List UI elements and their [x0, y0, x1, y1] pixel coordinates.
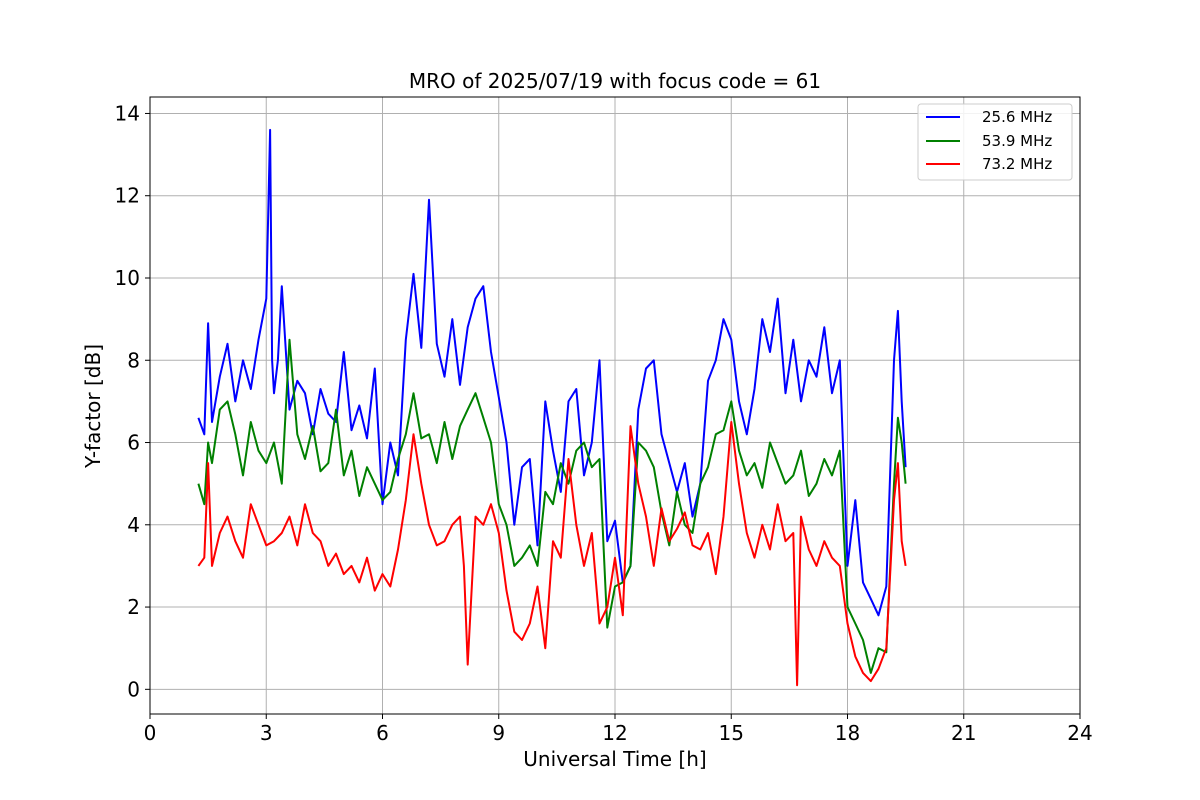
legend-label-series-1: 25.6 MHz: [982, 108, 1052, 126]
y-tick-label: 10: [115, 266, 140, 290]
y-tick-label: 2: [127, 595, 140, 619]
chart-title: MRO of 2025/07/19 with focus code = 61: [409, 69, 821, 93]
y-tick-label: 0: [127, 677, 140, 701]
x-tick-label: 6: [376, 721, 389, 745]
legend-box: [917, 103, 1073, 181]
series-line-2: [197, 338, 907, 674]
x-tick-label: 3: [260, 721, 273, 745]
series-line-3: [197, 421, 907, 687]
legend: 25.6 MHz 53.9 MHz 73.2 MHz: [917, 103, 1073, 181]
series-line-1: [197, 128, 907, 617]
y-axis-label: Y-factor [dB]: [81, 344, 105, 469]
series-lines: [197, 128, 907, 687]
x-tick-label: 18: [835, 721, 860, 745]
y-tick-label: 14: [115, 101, 140, 125]
legend-label-series-3: 73.2 MHz: [982, 155, 1052, 173]
x-axis-ticks: 0 3 6 9 12 15 18 21 24: [144, 714, 1093, 745]
x-tick-label: 0: [144, 721, 157, 745]
x-tick-label: 21: [951, 721, 976, 745]
y-tick-label: 12: [115, 184, 140, 208]
y-axis-ticks: 0 2 4 6 8 10 12 14: [115, 101, 150, 701]
x-axis-label: Universal Time [h]: [523, 747, 706, 771]
x-tick-label: 24: [1067, 721, 1092, 745]
x-tick-label: 9: [492, 721, 505, 745]
x-tick-label: 15: [719, 721, 744, 745]
legend-label-series-2: 53.9 MHz: [982, 132, 1052, 150]
y-tick-label: 6: [127, 431, 140, 455]
x-tick-label: 12: [602, 721, 627, 745]
y-tick-label: 8: [127, 348, 140, 372]
y-tick-label: 4: [127, 513, 140, 537]
